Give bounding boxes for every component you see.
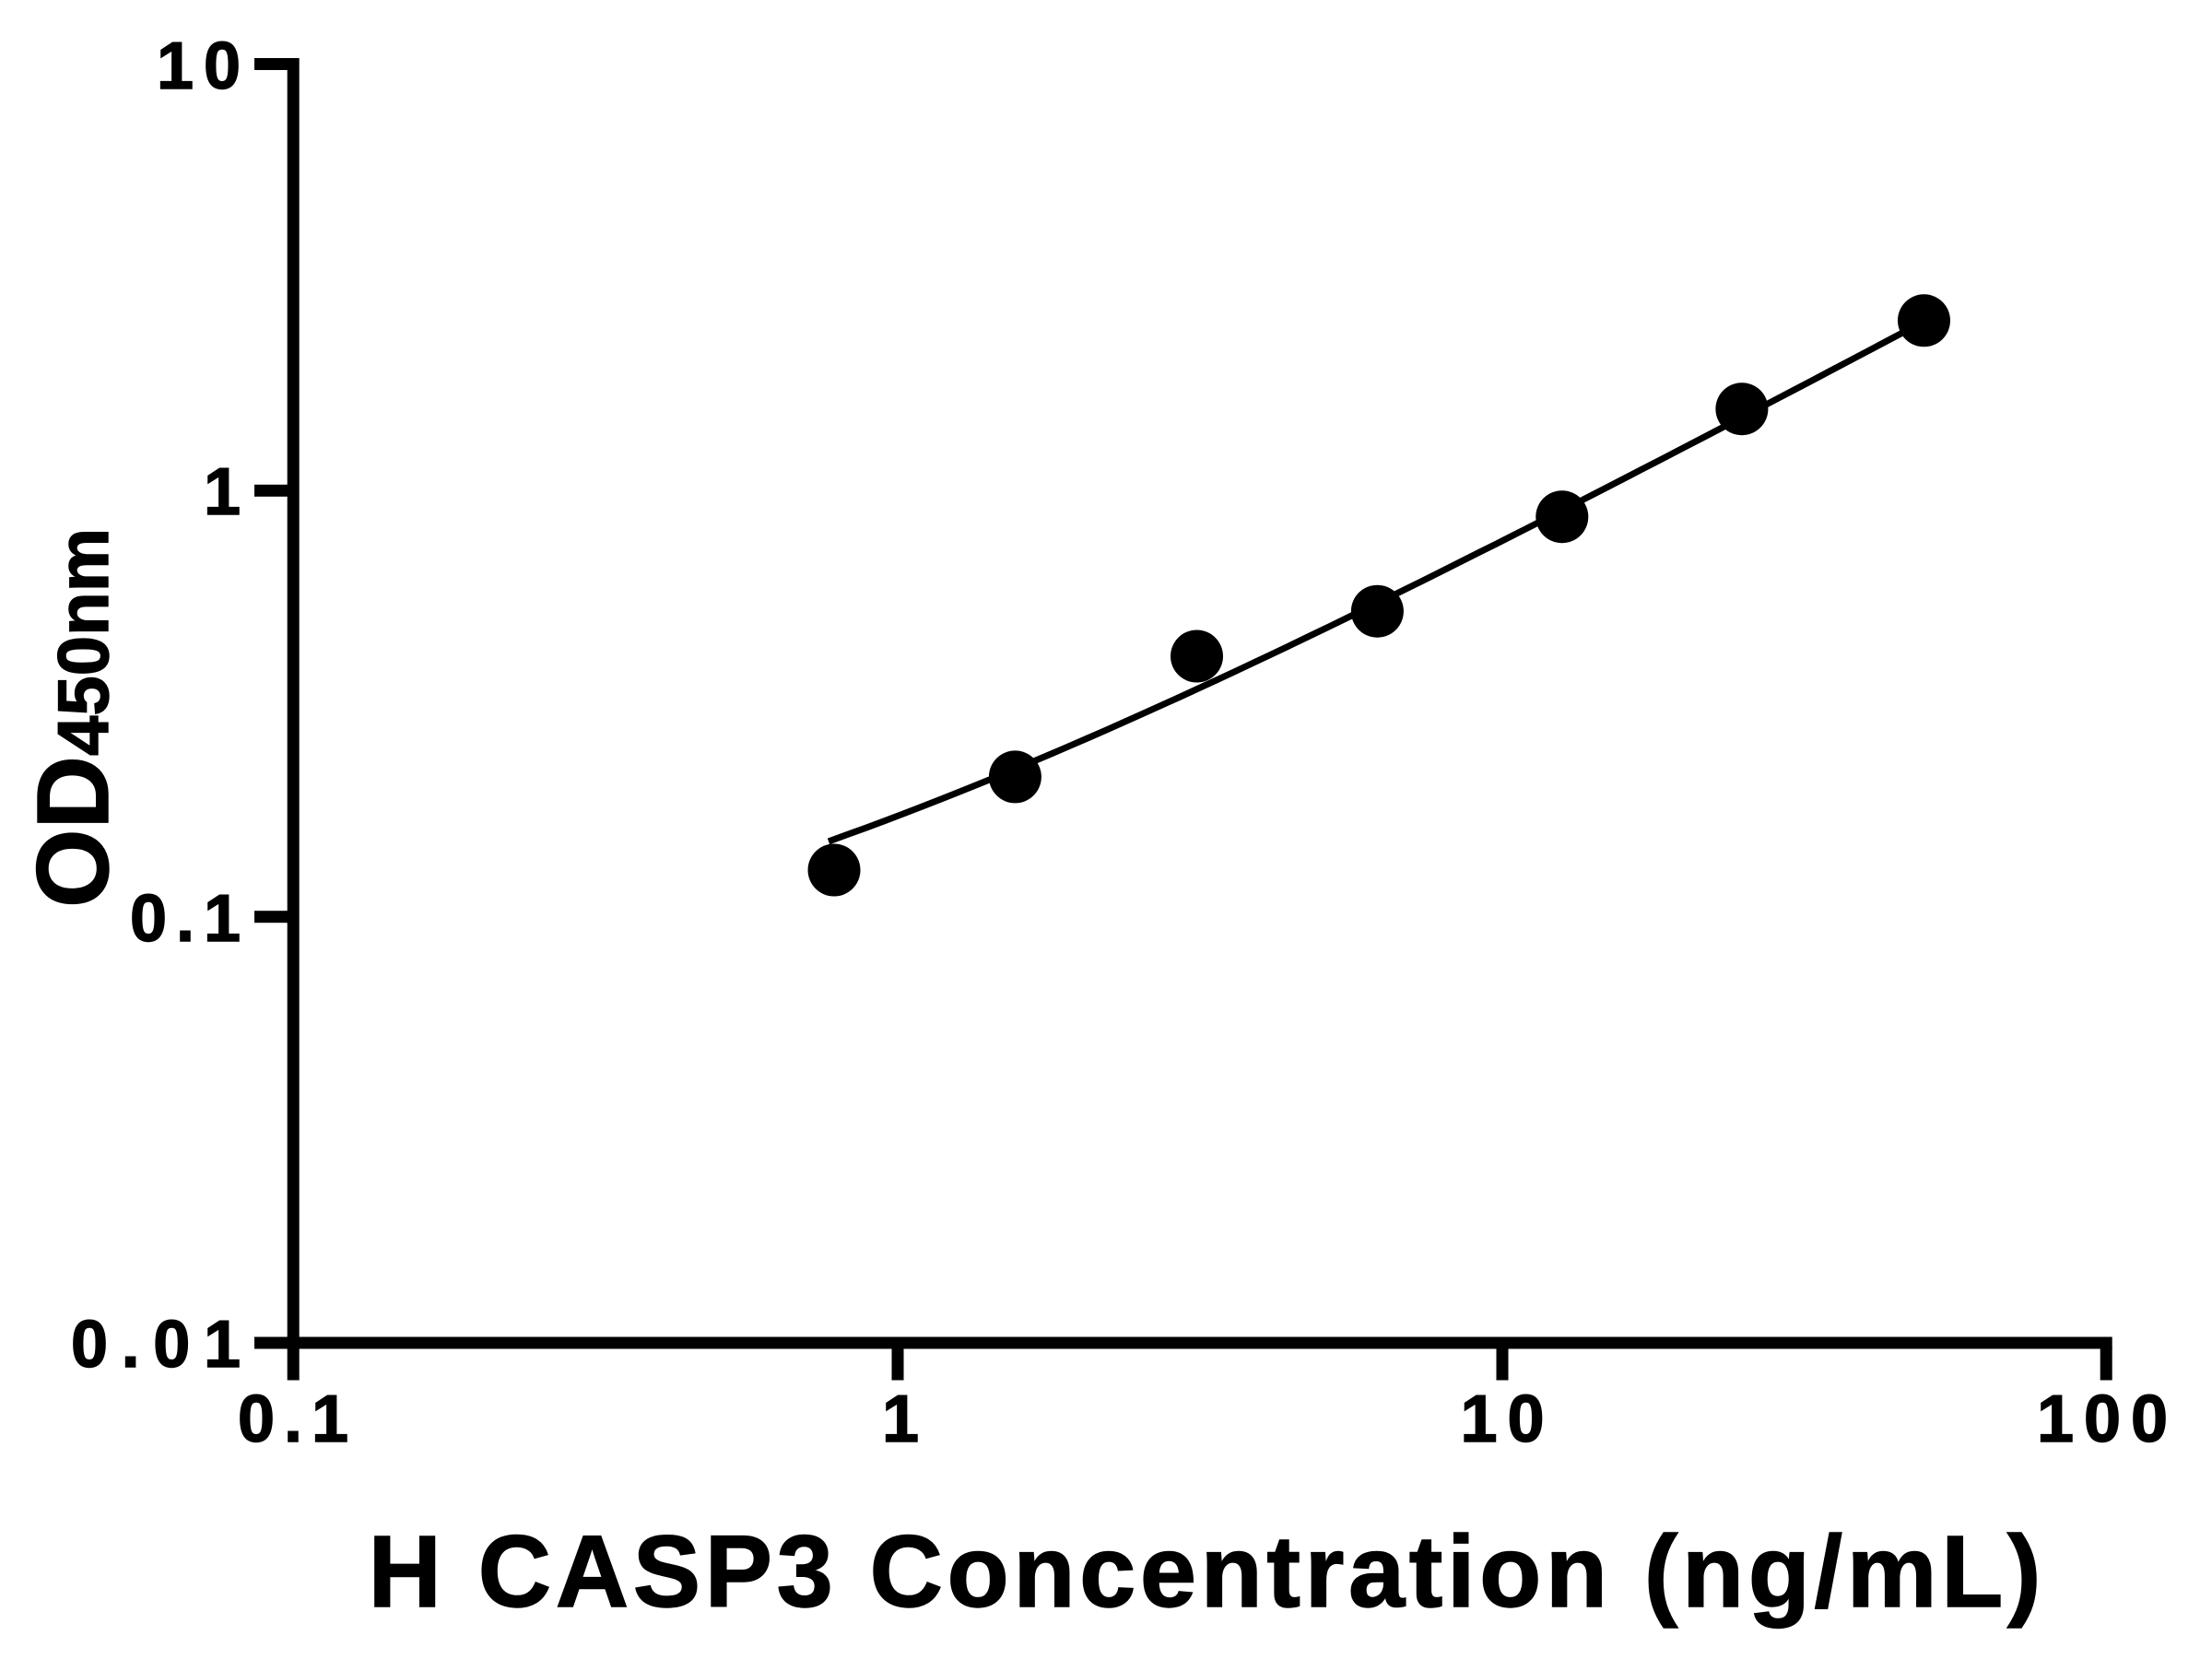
svg-text:1: 1 [882,1382,919,1456]
svg-text:0.01: 0.01 [71,1308,241,1382]
svg-text:100: 100 [2037,1382,2168,1456]
svg-text:H CASP3 Concentration (ng/mL): H CASP3 Concentration (ng/mL) [369,1515,2041,1629]
svg-text:0.1: 0.1 [130,882,241,956]
svg-text:1: 1 [204,455,241,529]
svg-text:0.1: 0.1 [238,1382,348,1456]
